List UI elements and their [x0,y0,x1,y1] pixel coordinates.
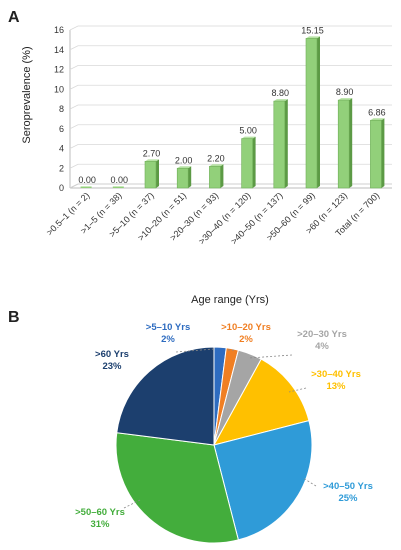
pie-slice-percent: 2% [239,334,253,345]
pie-slice [115,432,239,544]
pie-slice-percent: 23% [102,361,122,372]
gridline [69,84,392,90]
pie-slice [213,420,313,541]
pie-slice-percent: 31% [90,519,110,530]
bar-value-label: 5.00 [239,126,257,136]
pie-slice-label: >50–60 Yrs [75,507,125,518]
pie-slice [116,346,215,446]
bar [370,118,385,189]
y-tick-label: 12 [54,65,64,75]
pie-slice-label: >10–20 Yrs [221,322,271,333]
y-tick-label: 16 [54,25,64,35]
y-tick-label: 6 [59,124,64,134]
gridline [69,45,392,51]
bar-value-label: 6.86 [368,107,386,117]
panel-a-label: A [8,9,20,26]
x-axis-ticks: >0.5–1 (n = 2)>1–5 (n = 38)>5–10 (n = 37… [44,190,381,246]
gridline [69,65,392,70]
pie-slice-label: >5–10 Yrs [146,322,190,333]
bar-chart: 0 2 4 6 8 10 12 14 16 0.00 0.00 2.70 2.00 2.20 5.00 8.… [21,25,392,306]
bar [241,136,256,189]
pie-slice-percent: 13% [326,381,346,392]
pie-slice-label: >20–30 Yrs [297,329,347,340]
y-axis-ticks: 0 2 4 6 8 10 12 14 16 [54,25,64,193]
bar-value-label: 8.90 [336,87,354,97]
bars [80,36,385,189]
y-tick-label: 0 [59,183,64,193]
bar [337,98,353,189]
bar-value-label: 2.00 [175,155,193,165]
leader-line [123,499,141,509]
pie-slice-label: >40–50 Yrs [323,481,373,492]
bar-value-labels: 0.00 0.00 2.70 2.00 2.20 5.00 8.80 15.15 8.90 6.8… [78,25,385,185]
bar-value-label: 2.70 [143,148,161,158]
pie-slice-label: >60 Yrs [95,349,129,360]
bar-value-label: 0.00 [111,175,129,185]
bar [112,186,124,188]
bar [209,164,224,189]
pie-slice-percent: 4% [315,341,329,352]
panel-b-label: B [8,309,20,326]
pie-slice [213,358,310,446]
pie-slices [115,346,313,544]
bar-value-label: 0.00 [78,175,96,185]
bar [80,186,92,188]
pie-slice-percent: 2% [161,334,175,345]
pie-slice-label: >30–40 Yrs [311,369,361,380]
bar [144,159,159,189]
bar [176,166,192,189]
gridline [69,25,392,31]
y-tick-label: 8 [59,104,64,114]
leader-line [302,477,317,487]
y-tick-label: 10 [54,84,64,94]
floor-edge-line [69,183,79,189]
bar-value-label: 15.15 [301,25,324,35]
pie-leader-lines [123,348,317,509]
bar [305,36,320,189]
bar-value-label: 8.80 [272,88,290,98]
bar-value-label: 2.20 [207,153,225,163]
pie-slice-percent: 25% [338,493,358,504]
leader-line [248,354,293,359]
y-tick-label: 4 [59,144,64,154]
y-axis-title: Seroprevalence (%) [21,46,33,143]
x-axis-title: Age range (Yrs) [191,294,269,306]
y-tick-label: 14 [54,45,64,55]
y-tick-label: 2 [59,163,64,173]
leader-line [288,387,307,393]
bar [273,99,288,189]
